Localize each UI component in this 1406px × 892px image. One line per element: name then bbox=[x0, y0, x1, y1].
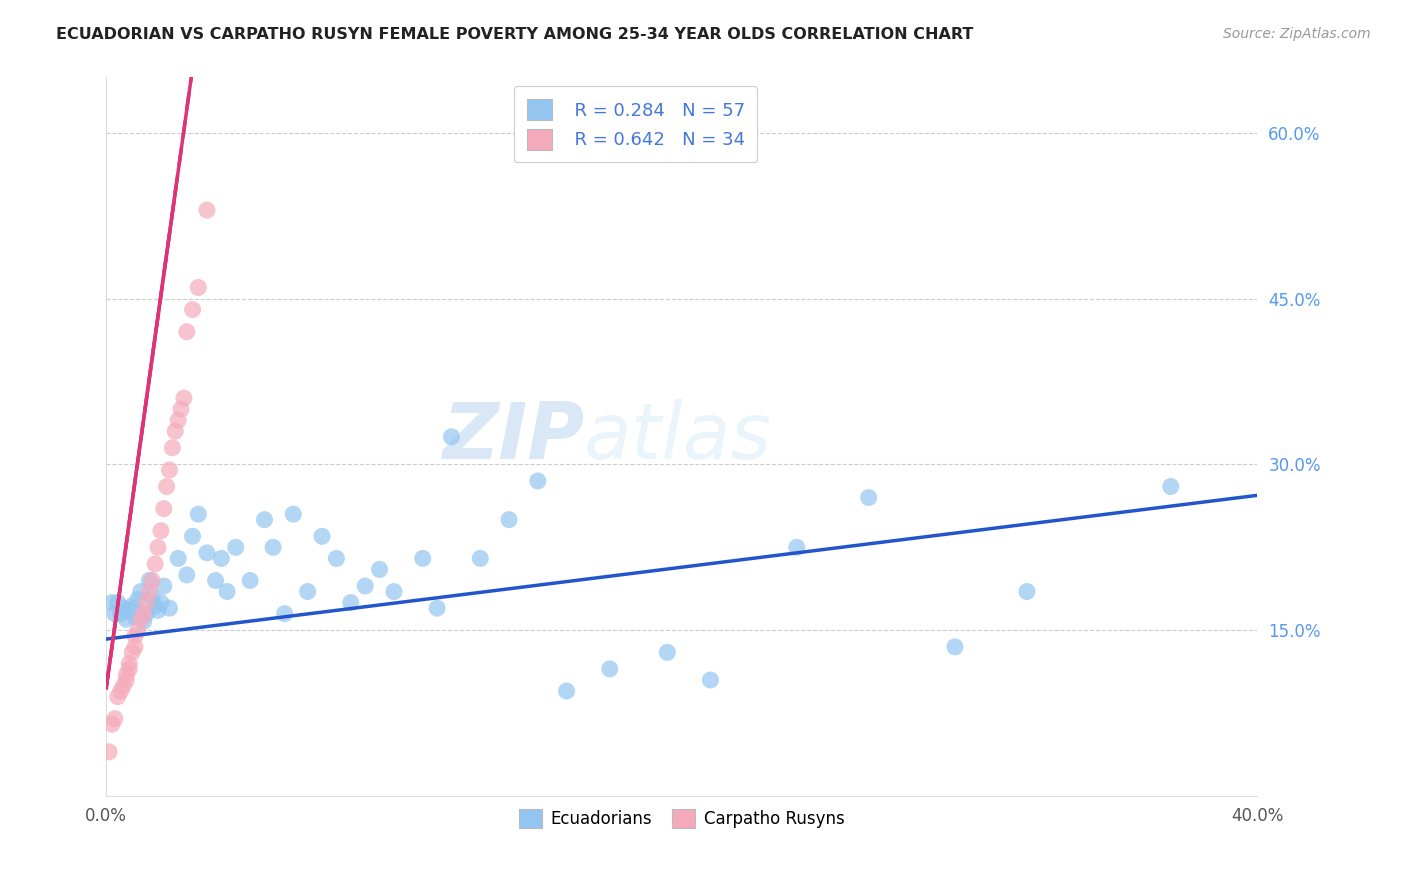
Point bbox=[262, 541, 284, 555]
Point bbox=[195, 203, 218, 218]
Point bbox=[165, 424, 187, 438]
Point bbox=[141, 590, 163, 604]
Point bbox=[124, 610, 146, 624]
Point bbox=[162, 441, 184, 455]
Point bbox=[146, 603, 169, 617]
Point bbox=[786, 541, 808, 555]
Point bbox=[149, 524, 172, 538]
Point bbox=[858, 491, 880, 505]
Point bbox=[181, 529, 204, 543]
Point bbox=[149, 596, 172, 610]
Point bbox=[426, 601, 449, 615]
Point bbox=[339, 596, 361, 610]
Point bbox=[354, 579, 377, 593]
Point bbox=[101, 596, 124, 610]
Legend: Ecuadorians, Carpatho Rusyns: Ecuadorians, Carpatho Rusyns bbox=[512, 802, 851, 835]
Text: atlas: atlas bbox=[583, 399, 772, 475]
Point bbox=[170, 402, 193, 417]
Point bbox=[132, 607, 155, 621]
Point bbox=[98, 745, 121, 759]
Point bbox=[217, 584, 239, 599]
Point bbox=[599, 662, 621, 676]
Point bbox=[121, 599, 143, 613]
Point bbox=[143, 599, 166, 613]
Point bbox=[104, 607, 127, 621]
Point bbox=[555, 684, 578, 698]
Point bbox=[470, 551, 492, 566]
Point bbox=[173, 391, 195, 405]
Point bbox=[141, 574, 163, 588]
Point bbox=[176, 325, 198, 339]
Point bbox=[127, 624, 149, 638]
Point bbox=[143, 557, 166, 571]
Point bbox=[253, 513, 276, 527]
Point bbox=[204, 574, 226, 588]
Point bbox=[118, 603, 141, 617]
Point bbox=[152, 579, 174, 593]
Point bbox=[129, 612, 152, 626]
Point bbox=[124, 629, 146, 643]
Point bbox=[1160, 479, 1182, 493]
Point bbox=[127, 592, 149, 607]
Point bbox=[115, 667, 138, 681]
Point bbox=[187, 280, 209, 294]
Point bbox=[440, 430, 463, 444]
Point bbox=[209, 551, 232, 566]
Point bbox=[118, 662, 141, 676]
Point bbox=[152, 501, 174, 516]
Point bbox=[110, 684, 132, 698]
Point bbox=[273, 607, 295, 621]
Point bbox=[368, 562, 391, 576]
Point bbox=[112, 601, 135, 615]
Point bbox=[297, 584, 319, 599]
Point bbox=[187, 507, 209, 521]
Point bbox=[176, 568, 198, 582]
Point bbox=[107, 690, 129, 704]
Point bbox=[138, 584, 160, 599]
Point bbox=[181, 302, 204, 317]
Point bbox=[412, 551, 434, 566]
Point bbox=[132, 615, 155, 629]
Point bbox=[138, 574, 160, 588]
Point bbox=[167, 413, 190, 427]
Point bbox=[101, 717, 124, 731]
Point bbox=[943, 640, 966, 654]
Point bbox=[115, 612, 138, 626]
Point bbox=[239, 574, 262, 588]
Text: ZIP: ZIP bbox=[441, 399, 583, 475]
Point bbox=[159, 601, 181, 615]
Point bbox=[657, 645, 679, 659]
Point bbox=[283, 507, 305, 521]
Point bbox=[325, 551, 347, 566]
Point bbox=[110, 607, 132, 621]
Point bbox=[167, 551, 190, 566]
Point bbox=[104, 712, 127, 726]
Point bbox=[135, 607, 157, 621]
Point bbox=[159, 463, 181, 477]
Point bbox=[498, 513, 520, 527]
Point bbox=[129, 584, 152, 599]
Point bbox=[195, 546, 218, 560]
Point bbox=[107, 596, 129, 610]
Point bbox=[527, 474, 550, 488]
Point bbox=[115, 673, 138, 687]
Text: ECUADORIAN VS CARPATHO RUSYN FEMALE POVERTY AMONG 25-34 YEAR OLDS CORRELATION CH: ECUADORIAN VS CARPATHO RUSYN FEMALE POVE… bbox=[56, 27, 973, 42]
Point bbox=[112, 679, 135, 693]
Text: Source: ZipAtlas.com: Source: ZipAtlas.com bbox=[1223, 27, 1371, 41]
Point bbox=[124, 640, 146, 654]
Point bbox=[311, 529, 333, 543]
Point bbox=[1015, 584, 1038, 599]
Point bbox=[135, 596, 157, 610]
Point bbox=[156, 479, 179, 493]
Point bbox=[225, 541, 247, 555]
Point bbox=[118, 657, 141, 671]
Point bbox=[121, 645, 143, 659]
Point bbox=[146, 541, 169, 555]
Point bbox=[699, 673, 721, 687]
Point bbox=[382, 584, 405, 599]
